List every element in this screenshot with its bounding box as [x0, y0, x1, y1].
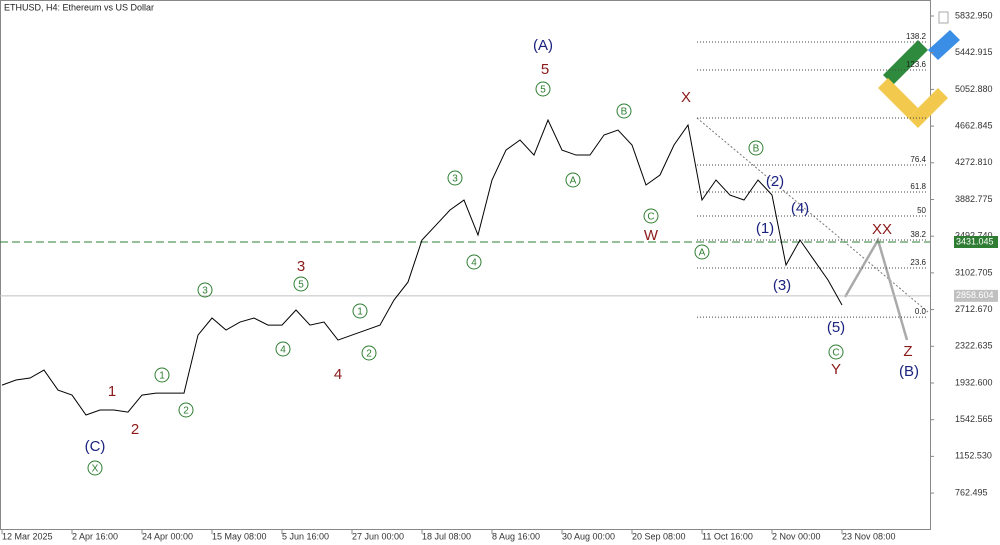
y-tick-label: 4662.845: [955, 120, 993, 130]
wave-label: (3): [773, 277, 791, 294]
wave-label: (1): [756, 220, 774, 237]
wave-label: 4: [334, 366, 342, 383]
wave-circle: [447, 170, 463, 186]
y-tick-label: 5052.880: [955, 84, 993, 94]
x-tick-label: 15 May 08:00: [212, 531, 267, 541]
y-tick-label: 2712.670: [955, 304, 993, 314]
wave-circle: [154, 367, 170, 383]
wave-label: 5: [540, 85, 546, 96]
y-tick-label: 1152.530: [955, 451, 992, 461]
wave-label: Y: [831, 361, 841, 378]
price-tag-label: 2858.604: [956, 290, 994, 300]
wave-circle: [466, 254, 482, 270]
wave-circle: [352, 303, 368, 319]
wave-circle: [275, 341, 291, 357]
price-tag: [954, 289, 998, 302]
y-tick-label: 4272.810: [955, 157, 993, 167]
x-tick-label: 30 Aug 00:00: [562, 531, 615, 541]
wave-label: 4: [280, 345, 286, 356]
wave-label: 3: [297, 258, 305, 275]
projection-path: [843, 236, 909, 341]
y-tick-label: 5832.950: [955, 10, 993, 20]
x-tick-label: 11 Oct 16:00: [702, 531, 753, 541]
scroll-button[interactable]: [938, 11, 949, 24]
wave-circle: [828, 344, 844, 360]
wave-label: XX: [872, 221, 892, 238]
wave-circle: [178, 402, 194, 418]
fib-label: 38.2: [910, 230, 926, 239]
wave-label: (2): [766, 173, 784, 190]
y-tick-label: 3492.740: [955, 231, 993, 241]
x-tick-label: 12 Mar 2025: [2, 531, 53, 541]
wave-label: X: [681, 89, 691, 106]
wave-circle: [87, 460, 103, 476]
x-tick-label: 5 Jun 16:00: [282, 531, 329, 541]
wave-circle: [694, 244, 710, 260]
wave-circle: [565, 172, 581, 188]
wave-label: 1: [108, 383, 116, 400]
wave-label: C: [832, 348, 839, 359]
wave-label: B: [621, 107, 628, 118]
wave-label: (A): [533, 37, 553, 54]
y-tick-label: 3102.705: [955, 267, 993, 277]
wave-circle: [748, 140, 764, 156]
wave-label: 5: [541, 61, 549, 78]
wave-label: A: [699, 248, 706, 259]
wave-label: Z: [903, 343, 912, 360]
wave-label: C: [647, 212, 654, 223]
wave-circle: [293, 276, 309, 292]
x-tick-label: 20 Sep 08:00: [632, 531, 686, 541]
chart-title: ETHUSD, H4: Ethereum vs US Dollar: [4, 2, 154, 12]
wave-label: (C): [85, 438, 106, 455]
fib-label: 138.2: [906, 32, 927, 41]
wave-label: 3: [202, 286, 208, 297]
wave-label: 2: [366, 349, 372, 360]
y-tick-label: 1932.600: [955, 377, 993, 387]
y-tick-label: 2322.635: [955, 341, 993, 351]
y-tick-label: 762.495: [955, 487, 988, 497]
x-tick-label: 2 Nov 00:00: [772, 531, 821, 541]
fib-label: 50: [917, 206, 926, 215]
wave-label: 2: [131, 421, 139, 438]
wave-label: X: [92, 464, 99, 475]
y-tick-label: 1542.565: [955, 414, 993, 424]
wave-circle: [197, 282, 213, 298]
wave-label: 1: [357, 307, 363, 318]
wave-circle: [616, 103, 632, 119]
wave-label: (B): [899, 363, 919, 380]
plot-frame: [0, 0, 931, 530]
wave-label: B: [753, 144, 760, 155]
wave-label: W: [644, 227, 659, 244]
fib-label: 23.6: [910, 258, 926, 267]
trend-line: [696, 117, 929, 313]
wave-label: 1: [159, 371, 165, 382]
y-tick-label: 5442.915: [955, 47, 993, 57]
price-tag: [954, 235, 998, 248]
wave-circle: [361, 345, 377, 361]
fib-label: 0.0: [915, 307, 927, 316]
wave-label: 4: [471, 258, 477, 269]
wave-circle: [643, 208, 659, 224]
x-tick-label: 2 Apr 16:00: [72, 531, 118, 541]
wave-label: 3: [452, 174, 458, 185]
wave-label: A: [570, 176, 577, 187]
wave-circle: [535, 81, 551, 97]
y-tick-label: 3882.775: [955, 194, 993, 204]
wave-label: (5): [827, 319, 845, 336]
price-tag-label: 3431.045: [956, 236, 994, 246]
wave-label: 5: [298, 280, 304, 291]
x-tick-label: 8 Aug 16:00: [492, 531, 540, 541]
x-tick-label: 18 Jul 08:00: [422, 531, 471, 541]
x-tick-label: 23 Nov 08:00: [842, 531, 896, 541]
fib-label: 61.8: [910, 182, 926, 191]
fib-label: 76.4: [910, 155, 926, 164]
x-tick-label: 27 Jun 00:00: [352, 531, 404, 541]
wave-label: 2: [183, 406, 189, 417]
price-line-series: [1, 118, 843, 416]
wave-label: (4): [791, 200, 809, 217]
fib-label: 123.6: [906, 60, 927, 69]
logo: [878, 30, 960, 128]
x-tick-label: 24 Apr 00:00: [142, 531, 193, 541]
